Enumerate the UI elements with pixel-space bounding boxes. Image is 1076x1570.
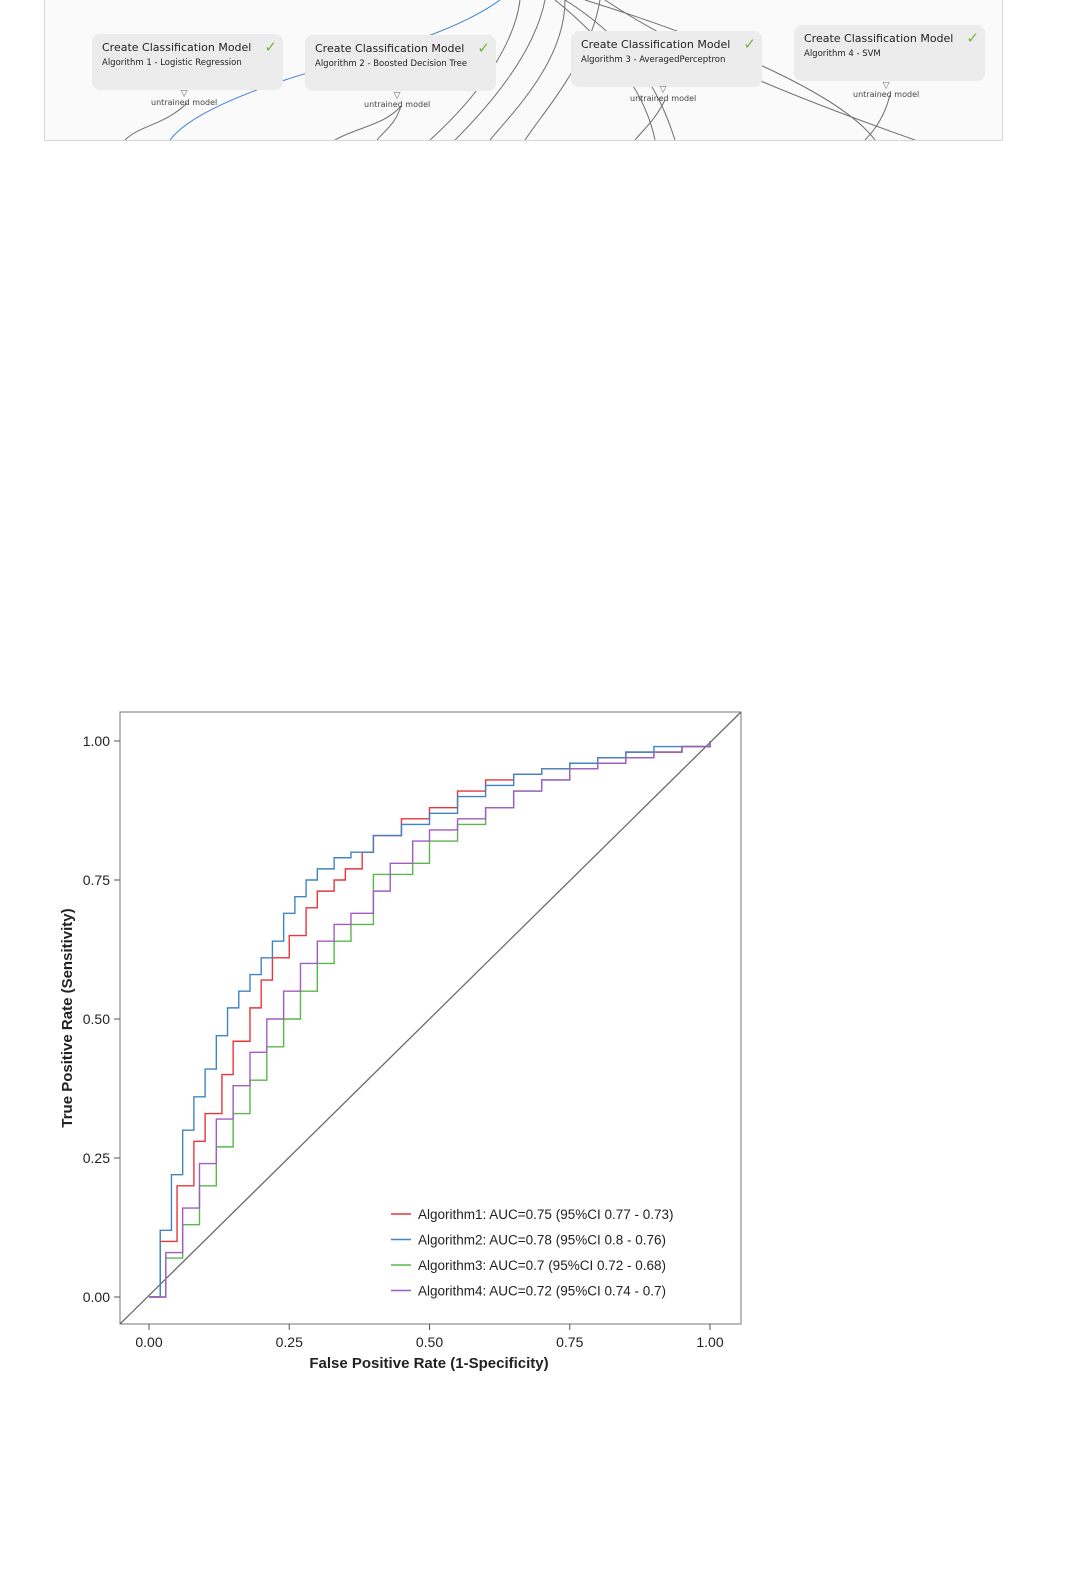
node-algorithm-1[interactable]: Create Classification Model Algorithm 1 … (92, 34, 283, 90)
wire (864, 94, 891, 140)
legend-label: Algorithm4: AUC=0.72 (95%CI 0.74 - 0.7) (418, 1284, 666, 1299)
node-title: Create Classification Model (102, 41, 252, 54)
port-label: untrained model (151, 98, 218, 107)
y-tick-label: 0.00 (83, 1289, 110, 1305)
port-label: untrained model (630, 94, 697, 103)
wire (124, 102, 188, 140)
x-tick-label: 0.50 (416, 1334, 443, 1350)
x-tick-label: 1.00 (696, 1334, 723, 1350)
output-port[interactable]: ▽ untrained model (364, 91, 431, 110)
reference-diagonal (119, 711, 742, 1325)
y-axis-label: True Positive Rate (Sensitivity) (59, 908, 76, 1127)
output-port[interactable]: ▽ untrained model (853, 81, 920, 100)
wire (634, 99, 666, 140)
x-axis-ticks: 0.00 0.25 0.50 0.75 1.00 (135, 1324, 724, 1350)
roc-curve-algorithm-4 (149, 741, 711, 1298)
port-triangle-icon: ▽ (393, 91, 401, 101)
node-title: Create Classification Model (804, 32, 954, 45)
output-port[interactable]: ▽ untrained model (630, 85, 697, 104)
wire (489, 0, 566, 140)
wire (376, 105, 402, 140)
node-algorithm-3[interactable]: Create Classification Model Algorithm 3 … (571, 31, 762, 87)
output-port[interactable]: ▽ untrained model (151, 89, 218, 108)
x-tick-label: 0.00 (135, 1334, 162, 1350)
roc-chart: 0.00 0.25 0.50 0.75 1.00 0.00 0.25 0.50 0.75 1.0… (59, 711, 742, 1372)
wire-selected (169, 0, 501, 140)
x-axis-label: False Positive Rate (1-Specificity) (309, 1355, 548, 1372)
y-axis-ticks: 0.00 0.25 0.50 0.75 1.00 (83, 733, 120, 1305)
y-tick-label: 0.50 (83, 1011, 110, 1027)
node-title: Create Classification Model (581, 38, 731, 51)
port-triangle-icon: ▽ (659, 85, 667, 95)
port-label: untrained model (853, 90, 920, 99)
node-subtitle: Algorithm 3 - AveragedPerceptron (581, 55, 726, 65)
wire (454, 0, 546, 140)
y-tick-label: 0.25 (83, 1150, 110, 1166)
legend-label: Algorithm2: AUC=0.78 (95%CI 0.8 - 0.76) (418, 1233, 666, 1248)
check-icon: ✓ (264, 38, 277, 56)
legend-label: Algorithm1: AUC=0.75 (95%CI 0.77 - 0.73) (418, 1207, 674, 1222)
legend: Algorithm1: AUC=0.75 (95%CI 0.77 - 0.73)… (391, 1207, 674, 1299)
node-algorithm-2[interactable]: Create Classification Model Algorithm 2 … (305, 35, 496, 91)
check-icon: ✓ (966, 29, 979, 47)
port-triangle-icon: ▽ (180, 89, 188, 99)
legend-label: Algorithm3: AUC=0.7 (95%CI 0.72 - 0.68) (418, 1258, 666, 1273)
x-tick-label: 0.75 (556, 1334, 583, 1350)
node-algorithm-4[interactable]: Create Classification Model Algorithm 4 … (794, 25, 985, 81)
x-tick-label: 0.25 (276, 1334, 303, 1350)
roc-curve-algorithm-2 (149, 741, 711, 1298)
node-title: Create Classification Model (315, 42, 465, 55)
node-subtitle: Algorithm 2 - Boosted Decision Tree (315, 59, 468, 69)
wire (334, 105, 402, 140)
port-label: untrained model (364, 100, 431, 109)
check-icon: ✓ (743, 35, 756, 53)
pipeline-canvas[interactable]: Create Classification Model Algorithm 1 … (44, 0, 1003, 141)
port-triangle-icon: ▽ (882, 81, 890, 91)
y-tick-label: 1.00 (83, 733, 110, 749)
y-tick-label: 0.75 (83, 872, 110, 888)
node-subtitle: Algorithm 4 - SVM (804, 49, 881, 59)
node-subtitle: Algorithm 1 - Logistic Regression (102, 58, 242, 68)
wire (584, 0, 876, 140)
check-icon: ✓ (477, 39, 490, 57)
series-layer (119, 711, 742, 1325)
wire (524, 0, 601, 140)
